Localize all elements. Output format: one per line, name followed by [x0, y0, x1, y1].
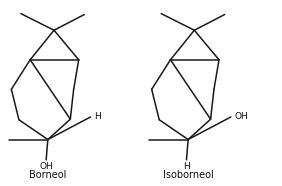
Text: H: H — [183, 162, 190, 171]
Text: Borneol: Borneol — [29, 170, 67, 180]
Text: H: H — [94, 113, 101, 121]
Text: OH: OH — [39, 162, 53, 171]
Text: OH: OH — [234, 113, 248, 121]
Text: Isoborneol: Isoborneol — [163, 170, 213, 180]
